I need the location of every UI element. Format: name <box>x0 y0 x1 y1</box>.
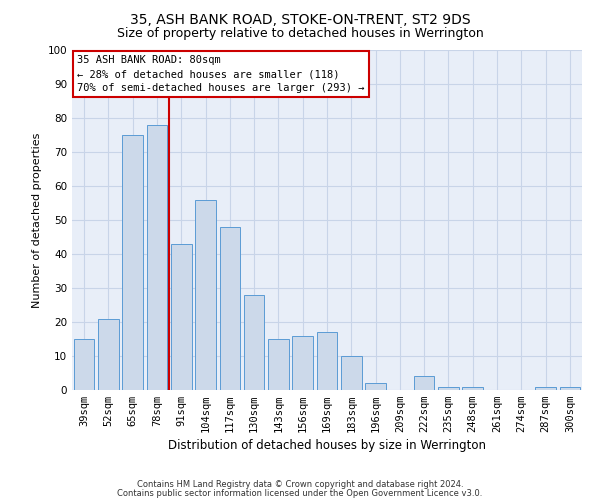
Bar <box>74 339 94 390</box>
Bar <box>365 383 386 390</box>
Bar <box>122 135 143 390</box>
Text: Contains HM Land Registry data © Crown copyright and database right 2024.: Contains HM Land Registry data © Crown c… <box>137 480 463 489</box>
Y-axis label: Number of detached properties: Number of detached properties <box>32 132 42 308</box>
Bar <box>220 227 240 390</box>
Bar <box>268 339 289 390</box>
Bar <box>438 386 459 390</box>
Bar <box>195 200 216 390</box>
Bar <box>317 332 337 390</box>
Bar <box>341 356 362 390</box>
Bar <box>414 376 434 390</box>
Bar <box>171 244 191 390</box>
Bar <box>463 386 483 390</box>
Bar <box>146 125 167 390</box>
Bar <box>292 336 313 390</box>
Bar <box>98 318 119 390</box>
Bar <box>244 295 265 390</box>
Text: Contains public sector information licensed under the Open Government Licence v3: Contains public sector information licen… <box>118 488 482 498</box>
Text: 35, ASH BANK ROAD, STOKE-ON-TRENT, ST2 9DS: 35, ASH BANK ROAD, STOKE-ON-TRENT, ST2 9… <box>130 12 470 26</box>
X-axis label: Distribution of detached houses by size in Werrington: Distribution of detached houses by size … <box>168 440 486 452</box>
Bar <box>535 386 556 390</box>
Text: Size of property relative to detached houses in Werrington: Size of property relative to detached ho… <box>116 28 484 40</box>
Text: 35 ASH BANK ROAD: 80sqm
← 28% of detached houses are smaller (118)
70% of semi-d: 35 ASH BANK ROAD: 80sqm ← 28% of detache… <box>77 55 365 93</box>
Bar <box>560 386 580 390</box>
